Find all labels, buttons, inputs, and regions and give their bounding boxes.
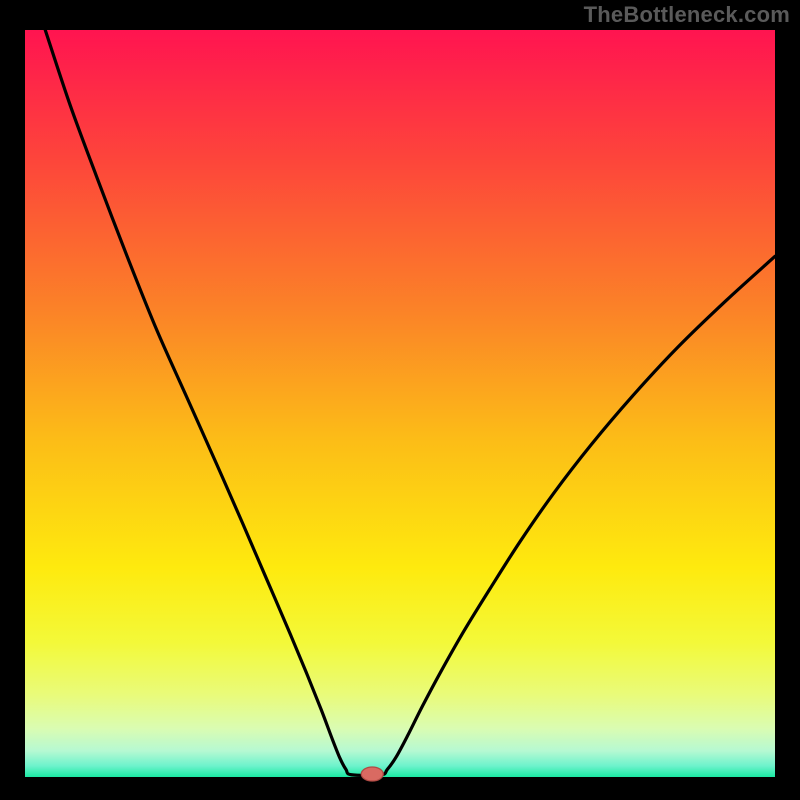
optimal-marker: [361, 767, 383, 781]
chart-container: TheBottleneck.com: [0, 0, 800, 800]
bottleneck-chart: [0, 0, 800, 800]
watermark-text: TheBottleneck.com: [584, 2, 790, 28]
plot-background: [25, 30, 775, 777]
